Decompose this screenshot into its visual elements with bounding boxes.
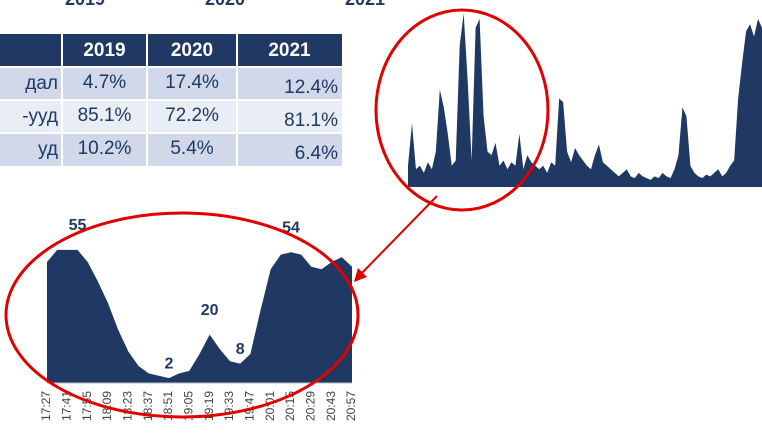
data-label: 20 <box>201 302 219 319</box>
table-row-bg <box>0 100 342 133</box>
table-header: 2019 <box>83 40 125 61</box>
table-cell: 85.1% <box>78 105 132 126</box>
data-label: 8 <box>236 341 245 358</box>
x-tick-label: 19:47 <box>243 391 257 421</box>
x-tick-label: 18:23 <box>121 391 135 421</box>
x-tick-label: 17:27 <box>39 391 53 421</box>
row-label: дал <box>25 73 58 94</box>
table-cell: 4.7% <box>83 72 126 93</box>
x-tick-label: 18:51 <box>161 391 175 421</box>
x-tick-label: 17:55 <box>80 391 94 421</box>
top-year: 2021 <box>345 0 385 9</box>
area <box>47 249 352 383</box>
highlight-circle <box>4 211 360 419</box>
area <box>408 13 762 188</box>
table-row-bg <box>0 67 342 100</box>
arrow-line <box>359 195 438 276</box>
row-label: -ууд <box>22 106 58 127</box>
table-cell: 6.4% <box>295 143 338 164</box>
data-label: 2 <box>165 355 174 372</box>
top-year: 2019 <box>65 0 105 9</box>
top-year: 2020 <box>205 0 245 9</box>
row-label: уд <box>38 139 58 160</box>
x-tick-label: 17:41 <box>60 391 74 421</box>
x-tick-label: 20:57 <box>344 391 358 421</box>
table-header: 2020 <box>171 40 213 61</box>
table-header: 2021 <box>268 40 311 61</box>
table-cell: 10.2% <box>78 138 132 159</box>
table-row-bg <box>0 133 342 166</box>
arrow-head <box>354 268 367 282</box>
x-tick-label: 20:43 <box>324 391 338 421</box>
table-cell: 5.4% <box>170 138 213 159</box>
x-tick-label: 20:01 <box>263 391 277 421</box>
table-cell: 17.4% <box>165 72 219 93</box>
table-cell: 72.2% <box>165 105 219 126</box>
x-tick-label: 19:33 <box>222 391 236 421</box>
table-cell: 81.1% <box>284 110 338 131</box>
x-tick-label: 19:19 <box>202 391 216 421</box>
x-tick-label: 19:05 <box>182 391 196 421</box>
table-cell: 12.4% <box>284 77 338 98</box>
x-tick-label: 20:29 <box>304 391 318 421</box>
table-header-bg <box>0 34 342 67</box>
highlight-circle <box>374 8 550 212</box>
